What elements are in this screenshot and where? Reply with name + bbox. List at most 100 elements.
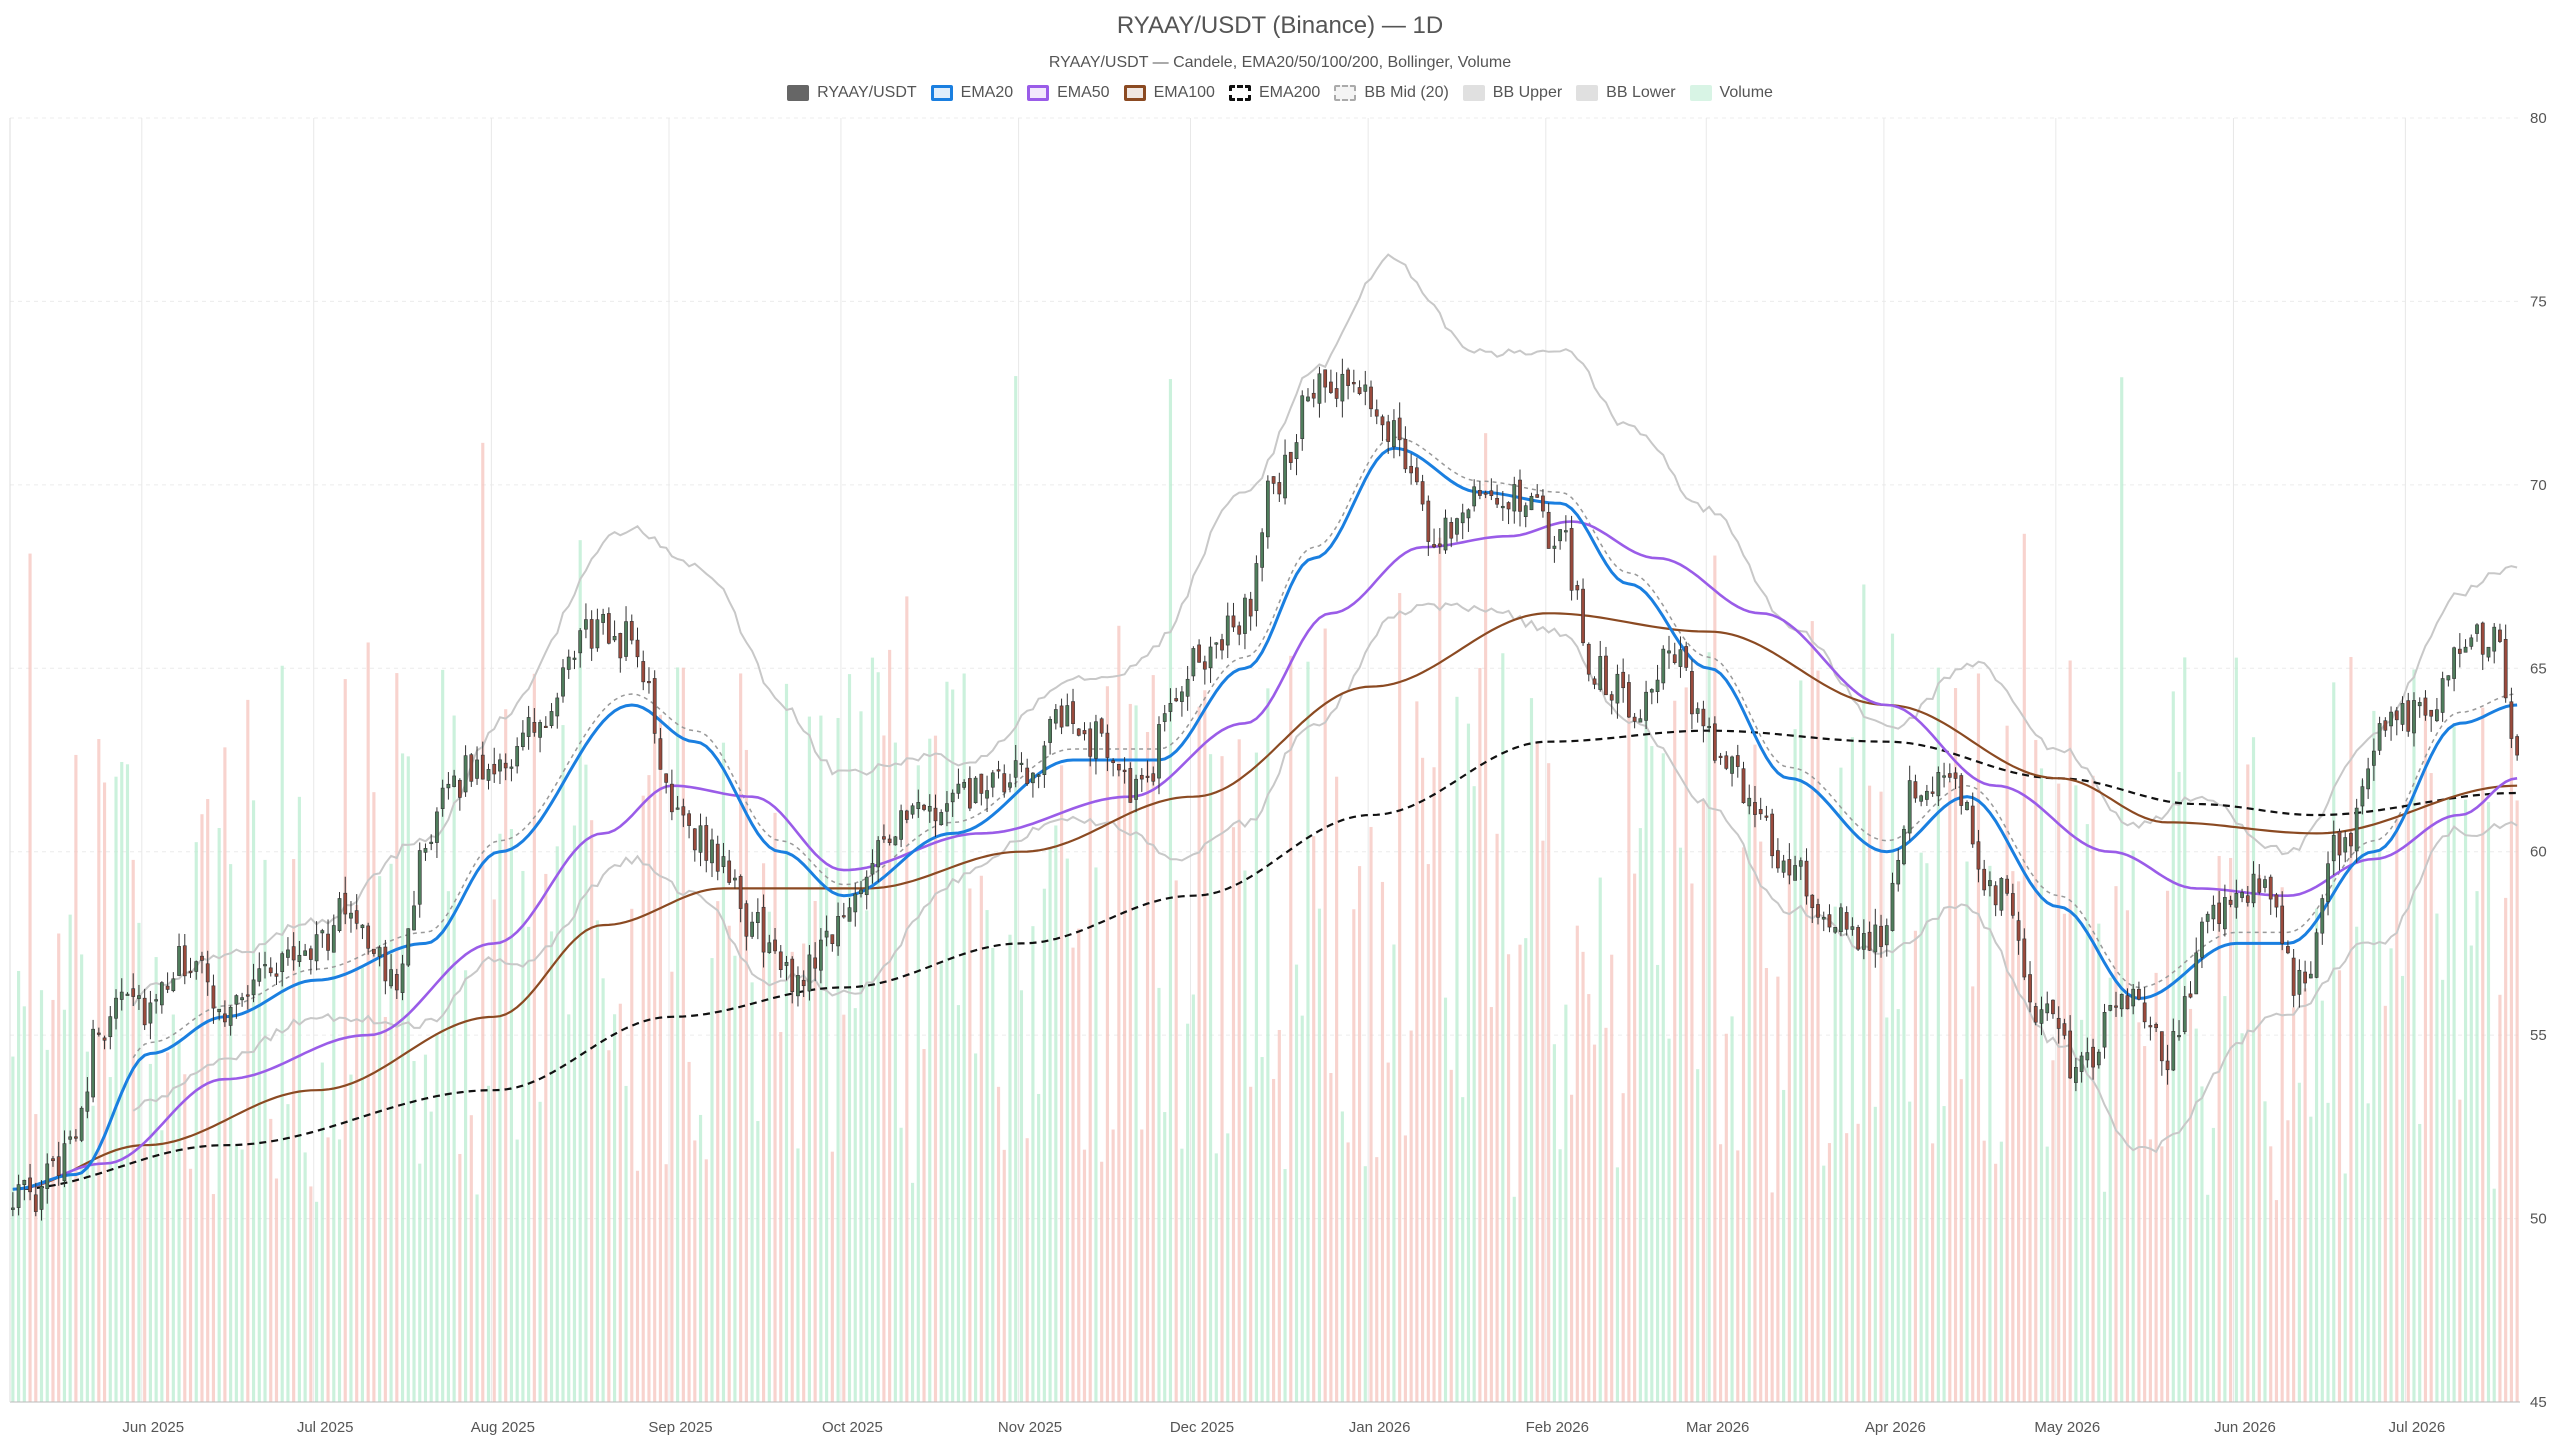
candle-body <box>996 769 1001 772</box>
candle-body <box>1861 933 1866 950</box>
legend-label: BB Lower <box>1606 84 1676 101</box>
candle-body <box>526 717 531 737</box>
candle-body <box>211 985 216 1009</box>
candle-body <box>423 848 428 853</box>
volume-bar <box>790 951 794 1402</box>
volume-bar <box>2481 707 2485 1402</box>
volume-bar <box>1335 776 1339 1402</box>
legend-item[interactable]: Volume <box>1689 84 1773 102</box>
candle-body <box>2051 999 2055 1015</box>
volume-bar <box>630 908 634 1402</box>
candle-body <box>22 1179 27 1185</box>
volume-bar <box>1163 1112 1167 1402</box>
volume-bar <box>1117 625 1121 1402</box>
candle-body <box>291 946 296 961</box>
candle-body <box>137 995 141 999</box>
candle-body <box>171 978 176 992</box>
chart-subtitle: RYAAY/USDT — Candele, EMA20/50/100/200, … <box>1048 54 1512 71</box>
legend-item[interactable]: BB Lower <box>1576 84 1676 102</box>
candle-body <box>1764 815 1769 818</box>
candle-body <box>1512 484 1517 512</box>
legend-item[interactable]: RYAAY/USDT <box>787 84 917 102</box>
volume-bar <box>2246 764 2250 1402</box>
volume-bar <box>590 820 594 1402</box>
legend-swatch <box>1027 85 1050 101</box>
legend-item[interactable]: EMA50 <box>1027 84 1110 102</box>
legend-item[interactable]: EMA200 <box>1228 84 1320 102</box>
volume-bar <box>750 982 754 1402</box>
candle-body <box>148 1002 153 1024</box>
candle-body <box>1346 369 1350 386</box>
volume-bar <box>395 673 399 1402</box>
volume-bar <box>802 943 806 1402</box>
candle-body <box>383 946 388 982</box>
volume-bar <box>951 689 955 1402</box>
bb-upper-line <box>132 253 2518 1007</box>
ema100-line <box>12 612 2518 1191</box>
volume-bar <box>251 800 256 1402</box>
candle-body <box>1099 718 1104 734</box>
candle-body <box>2463 646 2468 653</box>
volume-bar <box>1077 928 1081 1402</box>
volume-bar <box>773 812 777 1402</box>
volume-bar <box>813 900 817 1402</box>
volume-bar <box>670 971 674 1402</box>
legend-item[interactable]: EMA20 <box>930 84 1014 102</box>
candle-body <box>1753 802 1757 815</box>
candle-body <box>2492 626 2497 652</box>
candle-body <box>1993 885 1998 906</box>
volume-bar <box>45 1049 49 1402</box>
candle-body <box>1202 661 1207 670</box>
candle-body <box>836 916 840 947</box>
candle-body <box>744 903 749 937</box>
candle-body <box>2452 647 2456 679</box>
candle-body <box>612 636 617 641</box>
candle-body <box>1655 679 1660 692</box>
legend-label: BB Mid (20) <box>1364 84 1449 101</box>
volume-bar <box>343 679 347 1402</box>
candle-body <box>670 783 674 813</box>
volume-bar <box>1111 1129 1115 1402</box>
candle-body <box>515 746 520 767</box>
volume-bar <box>1059 765 1064 1402</box>
volume-bar <box>1065 858 1069 1402</box>
candle-body <box>245 994 250 997</box>
candle-body <box>681 806 686 816</box>
candle-body <box>790 958 795 992</box>
legend-label: EMA20 <box>960 84 1014 101</box>
candle-body <box>1569 528 1574 591</box>
volume-bar <box>739 673 743 1402</box>
volume-bar <box>2160 1146 2164 1402</box>
volume-bar <box>1260 1057 1264 1402</box>
volume-bar <box>1174 880 1178 1402</box>
y-tick-label: 50 <box>2530 1211 2547 1228</box>
volume-bar <box>22 1006 26 1402</box>
volume-bar <box>1025 1138 1029 1402</box>
legend-item[interactable]: BB Mid (20) <box>1334 84 1449 102</box>
volume-bar <box>1208 754 1213 1402</box>
candle-body <box>578 630 583 654</box>
volume-bar <box>160 1130 164 1402</box>
legend-item[interactable]: BB Upper <box>1462 84 1562 102</box>
volume-bar <box>1249 1086 1253 1402</box>
volume-bar <box>1587 994 1591 1402</box>
volume-bar <box>418 1163 422 1402</box>
candle-body <box>2010 893 2015 916</box>
volume-bar <box>315 1201 319 1402</box>
volume-bar <box>240 1149 244 1402</box>
volume-bar <box>653 717 657 1402</box>
volume-bar <box>166 1052 170 1402</box>
legend-item[interactable]: EMA100 <box>1123 84 1215 102</box>
volume-bar <box>378 876 382 1402</box>
volume-bar <box>372 792 376 1402</box>
legend-swatch <box>1689 85 1712 101</box>
candle-body <box>2125 995 2130 1010</box>
candle-body <box>1157 724 1161 779</box>
volume-bar <box>1787 868 1791 1402</box>
legend-swatch <box>1123 85 1146 101</box>
candle-body <box>738 876 743 909</box>
candle-body <box>864 876 869 896</box>
volume-bar <box>1856 1123 1860 1402</box>
volume-bar <box>2297 1082 2301 1402</box>
volume-bar <box>870 657 875 1402</box>
